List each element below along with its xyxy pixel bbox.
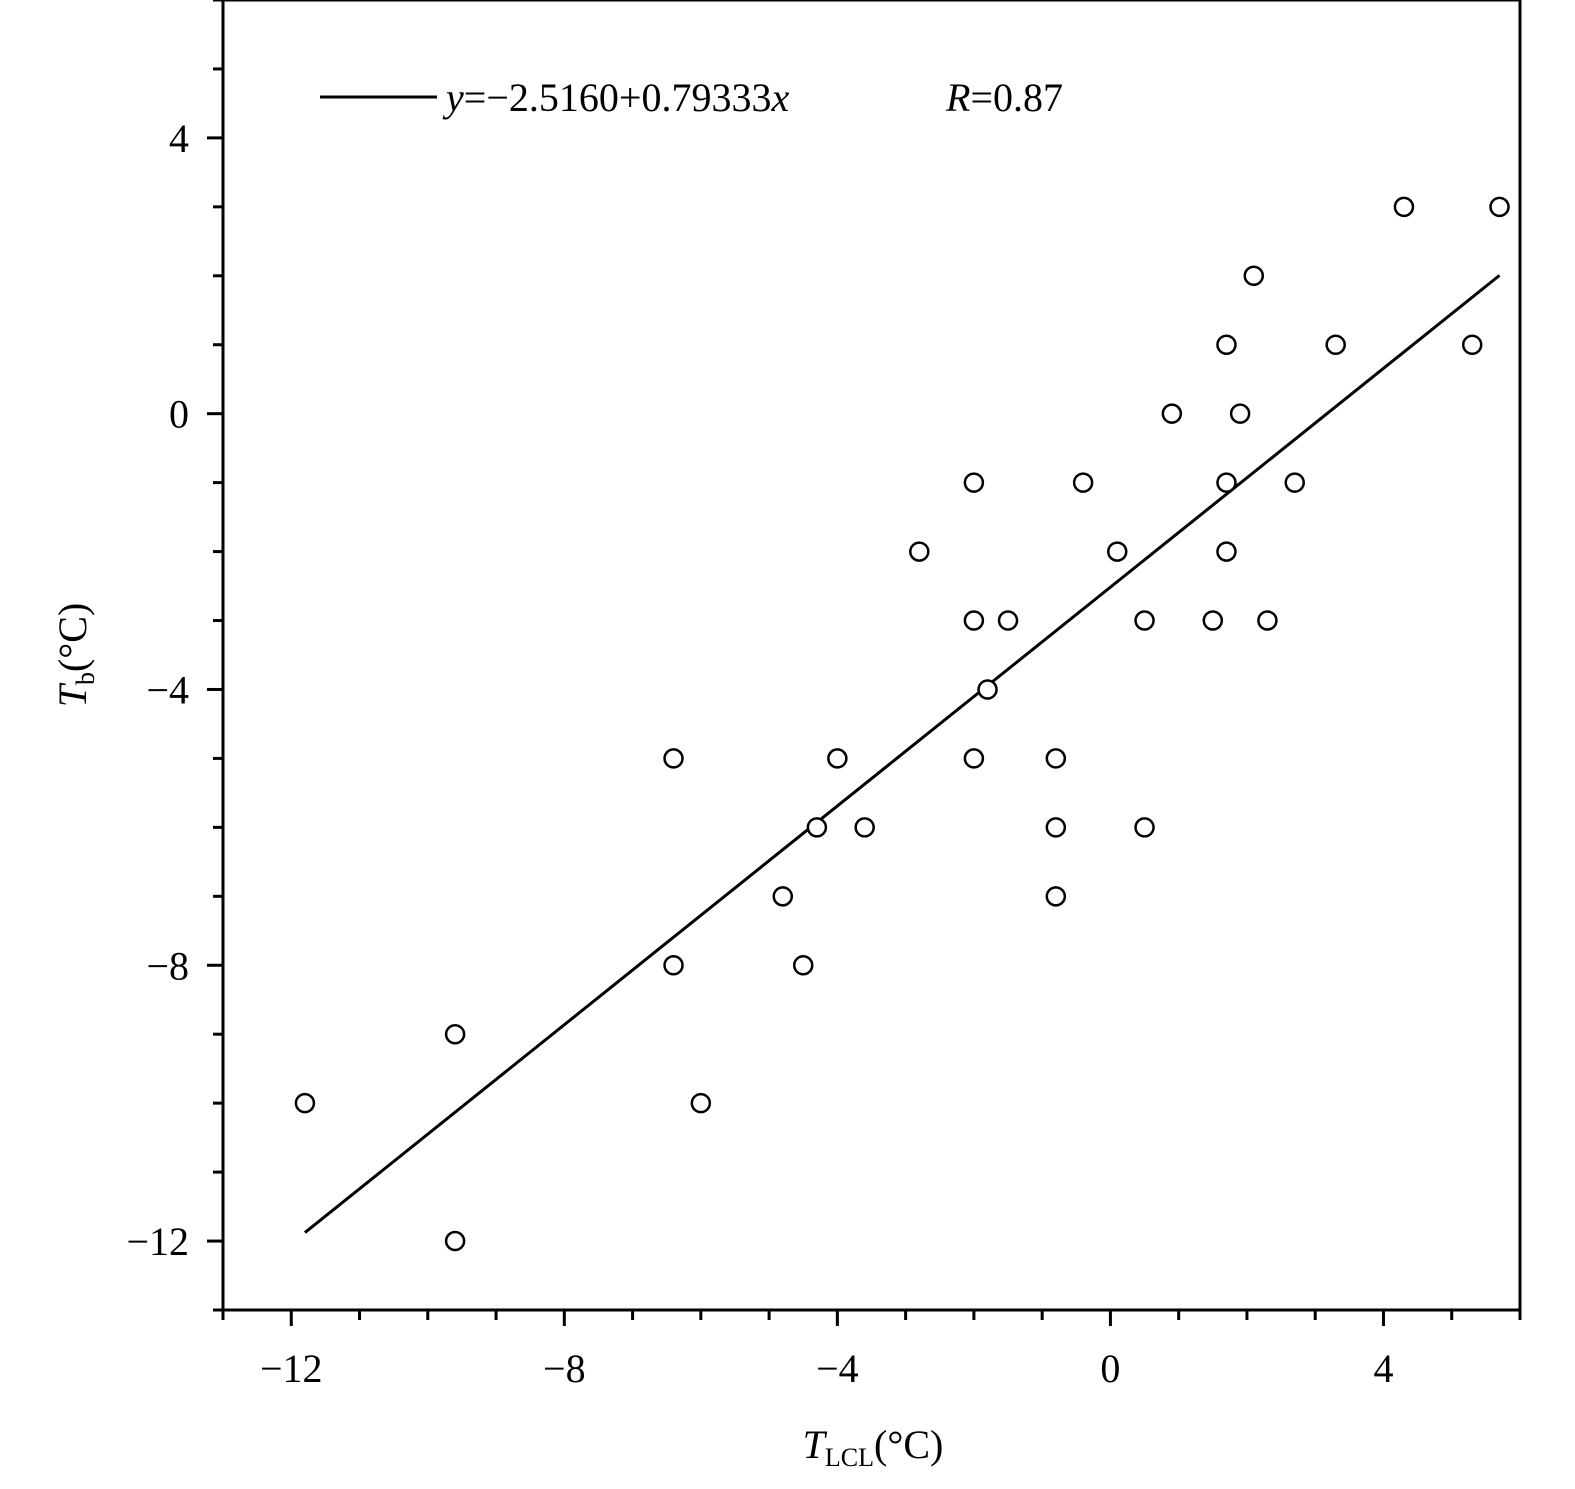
data-point (1134, 817, 1155, 838)
data-point (963, 748, 985, 769)
data-point (1134, 610, 1155, 631)
data-point (1243, 265, 1265, 287)
y-tick-label: 0 (169, 392, 189, 437)
x-axis-label-subscript: LCL (825, 1443, 874, 1472)
x-axis-label-unit: (°C) (874, 1422, 943, 1467)
x-tick-label: 0 (1100, 1346, 1120, 1391)
y-tick-label: −8 (146, 943, 189, 988)
data-point (806, 817, 828, 838)
data-point (1202, 610, 1224, 631)
data-point (792, 955, 814, 976)
data-point (854, 817, 875, 838)
legend-equation: y=−2.5160+0.79333x (442, 75, 789, 120)
data-points (294, 196, 1510, 1252)
data-point (1393, 196, 1415, 218)
plot-frame (221, 0, 1522, 1312)
legend-equation-y: y (442, 75, 464, 120)
y-axis-label: Tb(°C) (50, 603, 100, 708)
y-tick-label: −12 (126, 1219, 189, 1264)
data-point (963, 610, 985, 631)
data-point (1072, 472, 1094, 493)
data-point (1284, 472, 1305, 493)
data-point (294, 1092, 316, 1114)
data-point (997, 610, 1019, 631)
data-point (1325, 334, 1346, 355)
x-axis-label: TLCL(°C) (803, 1422, 944, 1472)
data-point (1106, 541, 1128, 562)
data-point (444, 1023, 466, 1045)
legend-equation-x: x (770, 75, 789, 120)
data-point (444, 1230, 466, 1252)
data-point (1461, 334, 1483, 355)
x-tick-label: −8 (543, 1346, 586, 1391)
data-point (772, 886, 794, 907)
data-point (1257, 610, 1278, 631)
legend-r-symbol: R (945, 75, 970, 120)
data-point (977, 679, 998, 700)
data-point (1216, 334, 1237, 355)
data-point (1216, 541, 1237, 562)
data-point (690, 1092, 712, 1114)
y-tick-label: 4 (169, 116, 189, 161)
y-axis-label-subscript: b (71, 672, 100, 685)
data-point (963, 472, 985, 493)
data-point (909, 541, 930, 562)
legend-equation-body: =−2.5160+0.79333 (464, 75, 772, 120)
data-point (1229, 403, 1251, 424)
legend: y=−2.5160+0.79333x R=0.87 (320, 75, 1063, 120)
data-point (1045, 817, 1067, 838)
data-point (663, 955, 684, 976)
x-axis-label-symbol: T (803, 1422, 828, 1467)
tick-labels: −12 −8 −4 0 4 −12 −8 −4 0 4 (126, 116, 1393, 1391)
regression-line (303, 274, 1501, 1234)
x-tick-label: 4 (1373, 1346, 1393, 1391)
data-point (827, 748, 848, 769)
data-point (1045, 886, 1067, 907)
x-tick-label: −12 (260, 1346, 323, 1391)
data-point (1161, 403, 1183, 424)
data-point (663, 748, 684, 769)
y-tick-label: −4 (146, 667, 189, 712)
y-axis-label-unit: (°C) (50, 603, 95, 672)
data-point (1489, 196, 1510, 218)
x-tick-label: −4 (816, 1346, 859, 1391)
y-axis-label-symbol: T (50, 682, 95, 707)
legend-r-number: =0.87 (970, 75, 1063, 120)
axis-ticks (207, 0, 1522, 1326)
legend-r-value: R=0.87 (945, 75, 1063, 120)
data-point (1216, 472, 1237, 493)
data-point (1045, 748, 1067, 769)
